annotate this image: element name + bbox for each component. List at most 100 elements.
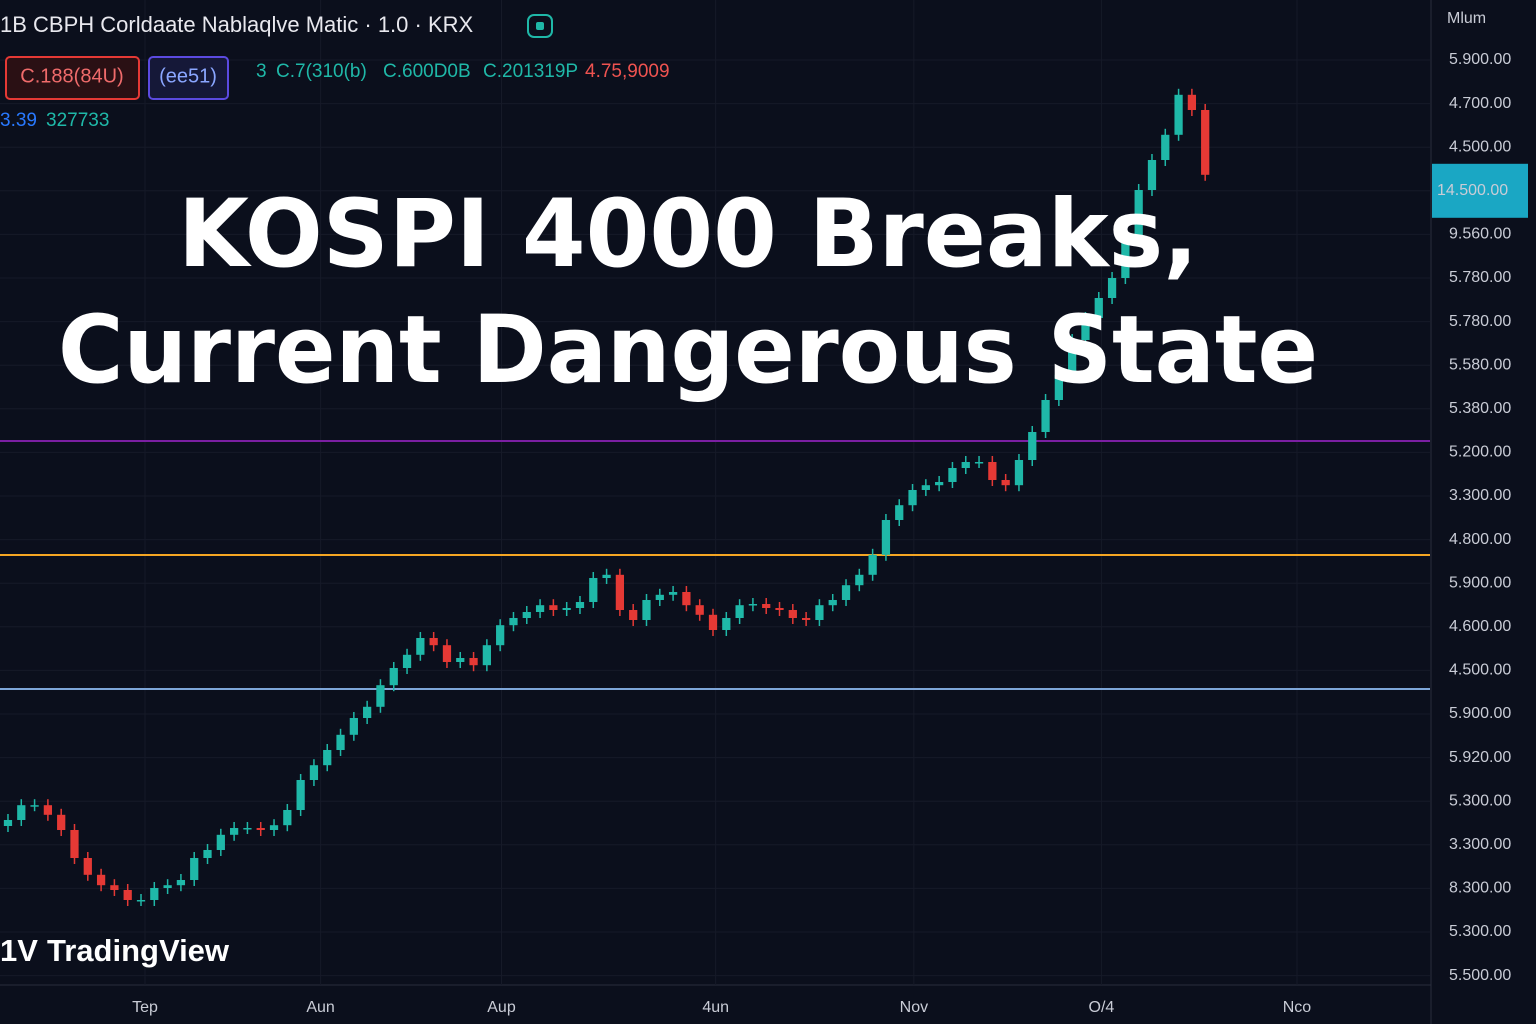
candle-body xyxy=(1107,278,1117,298)
x-tick-label: Tep xyxy=(132,999,158,1016)
candle-body xyxy=(163,885,172,888)
candle-body xyxy=(283,810,292,826)
watermark: TradingView xyxy=(47,933,230,968)
candle-body xyxy=(363,706,372,718)
candle-body xyxy=(376,685,385,707)
candle-body xyxy=(549,605,558,610)
candle-body xyxy=(43,805,53,815)
ohlc-text: C.600D0B xyxy=(383,61,471,82)
ohlc-text: 3 xyxy=(256,61,267,82)
candle-body xyxy=(642,600,651,620)
price-label: 4.500.00 xyxy=(1449,662,1511,679)
price-label: 5.780.00 xyxy=(1449,269,1511,286)
candle-body xyxy=(935,482,944,486)
candle-body xyxy=(988,462,997,480)
x-tick-label: Aun xyxy=(306,999,334,1016)
candle-body xyxy=(722,618,731,630)
candle-body xyxy=(948,468,957,482)
candle-body xyxy=(1081,318,1090,340)
badge-text: C.188(84U) xyxy=(20,65,123,87)
candle-body xyxy=(416,638,425,655)
candle-body xyxy=(17,805,26,820)
candle-body xyxy=(762,604,771,608)
candle-body xyxy=(323,750,332,766)
candle-body xyxy=(855,574,864,586)
candle-body xyxy=(1028,432,1037,460)
candle-body xyxy=(1134,190,1143,240)
candle-body xyxy=(176,880,186,886)
candle-body xyxy=(1121,240,1130,278)
price-label: 3.300.00 xyxy=(1449,836,1511,853)
symbol-line: 1B CBPH Corldaate Nablaqlve Matic · 1.0 … xyxy=(0,12,474,37)
volume-text: 327733 xyxy=(46,110,109,131)
candle-body xyxy=(482,645,491,666)
candle-body xyxy=(349,718,358,735)
candle-body xyxy=(655,594,664,600)
price-label: 5.380.00 xyxy=(1449,400,1511,417)
candle-body xyxy=(229,828,239,835)
candle-body xyxy=(815,605,824,620)
candle-body xyxy=(668,592,678,595)
price-label: 5.900.00 xyxy=(1449,51,1511,68)
candle-body xyxy=(1187,94,1197,110)
candle-body xyxy=(456,658,465,662)
candle-body xyxy=(535,605,545,612)
price-label: 5.900.00 xyxy=(1449,574,1511,591)
candle-body xyxy=(336,734,345,750)
price-label: 5.900.00 xyxy=(1449,705,1511,722)
status-dot xyxy=(536,22,544,30)
candle-body xyxy=(1054,374,1063,400)
candle-body xyxy=(615,574,625,610)
price-label: 9.560.00 xyxy=(1449,226,1511,243)
candle-body xyxy=(123,890,132,900)
watermark-logo: 1V xyxy=(0,933,38,968)
title-line: Current Dangerous State xyxy=(58,296,1318,405)
candle-body xyxy=(828,600,837,606)
candle-body xyxy=(788,610,797,618)
candle-body xyxy=(562,608,571,610)
ohlc-text: C.201319P xyxy=(483,61,578,82)
volume-text: 3.39 xyxy=(0,110,37,131)
current-price-label: 14.500.00 xyxy=(1437,182,1508,199)
candle-body xyxy=(309,765,319,780)
candle-body xyxy=(269,825,279,830)
badge xyxy=(5,56,140,100)
candle-body xyxy=(150,888,159,900)
price-label: 5.300.00 xyxy=(1449,923,1511,940)
x-tick-label: O/4 xyxy=(1089,999,1115,1016)
candle-body xyxy=(442,645,452,662)
candle-body xyxy=(921,485,930,490)
candle-body xyxy=(1174,94,1183,135)
candle-body xyxy=(895,505,904,520)
price-label: 3.300.00 xyxy=(1449,487,1511,504)
candle-body xyxy=(3,820,13,826)
price-label: 4.800.00 xyxy=(1449,531,1511,548)
candle-body xyxy=(136,900,146,902)
ohlc-text: 4.75,9009 xyxy=(585,61,670,82)
x-tick-label: Nco xyxy=(1283,999,1312,1016)
candle-body xyxy=(881,520,891,555)
candle-body xyxy=(243,828,252,830)
candle-body xyxy=(496,625,505,646)
candle-body xyxy=(256,828,265,830)
price-label: 5.200.00 xyxy=(1449,444,1511,461)
candle-body xyxy=(575,602,585,608)
candle-body xyxy=(908,490,917,506)
candle-body xyxy=(974,462,984,464)
candle-body xyxy=(1161,134,1170,160)
candle-body xyxy=(1147,160,1157,190)
candle-body xyxy=(1001,480,1010,486)
candle-body xyxy=(70,830,79,858)
candle-body xyxy=(1068,340,1077,375)
price-label: 5.780.00 xyxy=(1449,313,1511,330)
candle-body xyxy=(602,574,611,578)
candle-body xyxy=(1041,400,1050,432)
candle-body xyxy=(389,668,398,686)
candle-body xyxy=(509,618,518,626)
badge xyxy=(148,56,229,100)
candle-body xyxy=(801,618,811,620)
price-label: 5.300.00 xyxy=(1449,792,1511,809)
price-label: 4.700.00 xyxy=(1449,95,1511,112)
candle-body xyxy=(469,658,478,666)
